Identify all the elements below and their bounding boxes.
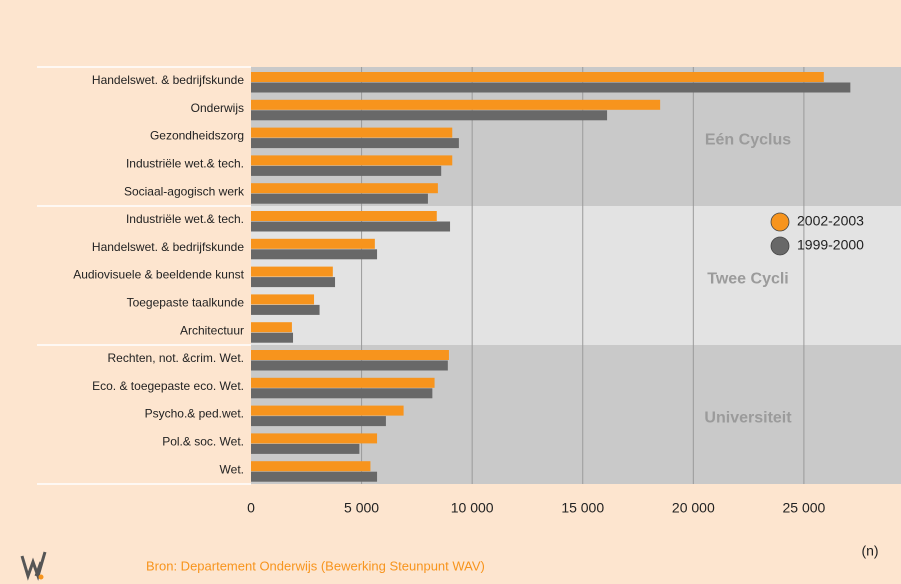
x-tick-label: 5 000 [344,500,379,516]
bar [251,249,378,260]
bar [251,360,448,371]
bar [251,238,375,249]
x-axis-label: (n) [861,543,878,559]
y-tick-label: Handelswet. & bedrijfskunde [92,73,244,87]
plot: 0 5 000 10 000 15 000 20 000 25 000 Handelswet… [37,66,901,516]
group-label: Eén Cyclus [705,132,791,149]
bar [251,443,360,454]
x-tick-label: 10 000 [451,500,494,516]
y-tick-label: Eco. & toegepaste eco. Wet. [92,379,244,393]
legend-swatch [770,212,790,232]
bar [251,388,433,399]
bar [251,183,438,194]
legend-swatch [770,236,790,256]
bar [251,416,386,427]
group-label: Twee Cycli [707,271,789,288]
x-tick-label: 25 000 [782,500,825,516]
bar [251,266,333,277]
legend-label: 1999-2000 [797,237,864,253]
y-tick-label: Industriële wet.& tech. [126,212,244,226]
y-tick-label: Gezondheidszorg [150,129,244,143]
bar [251,433,378,444]
bar [251,72,824,82]
y-tick-label: Pol.& soc. Wet. [162,434,244,448]
x-tick-label: 15 000 [561,500,604,516]
y-tick-label: Handelswet. & bedrijfskunde [92,240,244,254]
x-tick-label: 20 000 [672,500,715,516]
y-tick-label: Rechten, not. &crim. Wet. [108,351,245,365]
group-label: Universiteit [704,410,792,427]
bar [251,405,404,416]
source: Bron: Departement Onderwijs (Bewerking S… [146,558,485,573]
bar [251,211,437,221]
bar [251,461,371,472]
bar [251,304,320,315]
bar [251,99,661,110]
logo [20,551,47,581]
bar [251,110,608,121]
y-tick-label: Toegepaste taalkunde [127,295,245,309]
bar [251,221,451,232]
y-tick-label: Audiovisuele & beeldende kunst [73,268,244,282]
y-tick-label: Industriële wet.& tech. [126,156,244,170]
bar [251,82,851,93]
bar [251,294,315,305]
bar [251,350,449,360]
bar [251,277,336,288]
y-tick-label: Onderwijs [191,101,244,115]
x-tick-label: 0 [247,500,255,516]
bar [251,332,294,343]
y-tick-label: Wet. [220,462,244,476]
legend-label: 2002-2003 [797,213,864,229]
y-tick-label: Architectuur [180,323,244,337]
bar [251,165,442,176]
bar [251,322,292,333]
bar [251,471,378,482]
y-tick-label: Psycho.& ped.wet. [145,407,244,421]
bar [251,155,453,166]
y-tick-label: Sociaal-agogisch werk [124,184,245,198]
logo-dot [38,574,44,580]
bar [251,127,453,138]
bar [251,377,435,388]
bar [251,138,459,149]
bar [251,193,428,204]
